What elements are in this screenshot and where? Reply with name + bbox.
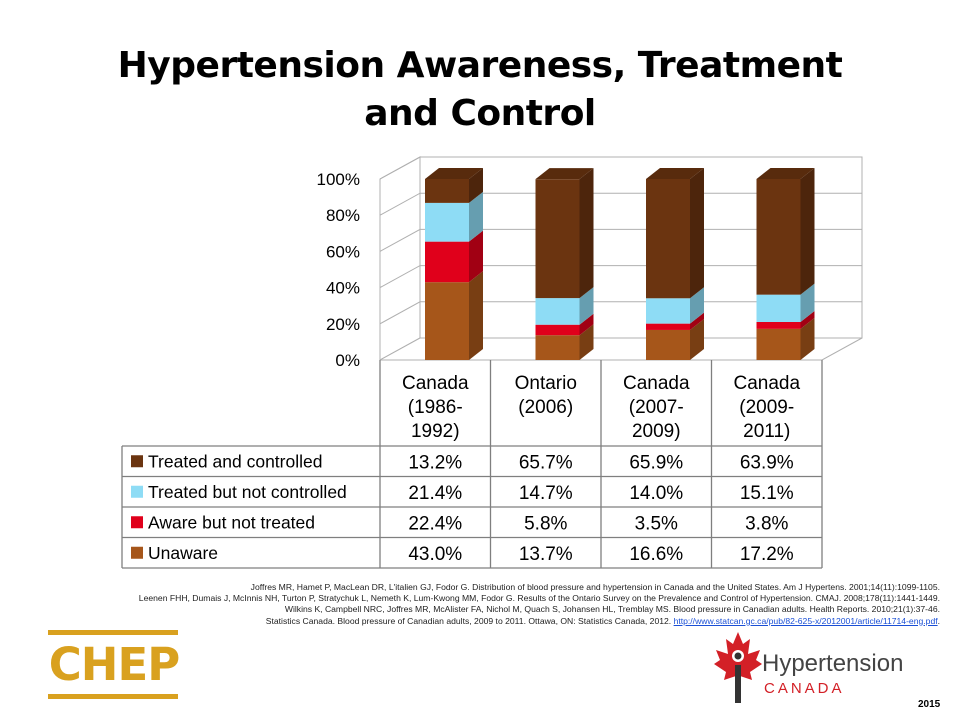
bar-top [535,168,594,180]
bar-segment [535,335,580,360]
x-category-label: Canada [733,373,800,394]
bar-top [646,168,704,179]
reference-3: Wilkins K, Campbell NRC, Joffres MR, McA… [284,604,940,615]
y-tick-label: 20% [326,315,360,334]
bar-side [469,271,483,360]
bar-segment [756,328,801,360]
reference-4: Statistics Canada. Blood pressure of Can… [265,615,940,626]
gridline [379,301,862,325]
hypertension-canada-logo: Hypertension CANADA [712,628,922,708]
chep-logo-text: CHEP [48,638,180,691]
year-label: 2015 [918,699,941,710]
bar-segment [425,202,469,242]
x-category-label: Ontario [515,373,577,394]
x-category-label: (2006) [518,397,573,418]
bar-side [579,287,594,325]
y-tick-label: 0% [335,351,360,370]
data-label: 15.1% [740,483,794,504]
bar-side [469,191,483,242]
y-tick-label: 80% [326,206,360,225]
canada-logo-text: CANADA [764,680,845,697]
bar-segment [535,179,580,299]
x-category-label: Canada [402,373,469,394]
maple-leaf-icon [714,632,762,703]
y-tick-label: 40% [326,279,360,298]
data-label: 63.9% [740,452,794,473]
reference-4-text: Statistics Canada. Blood pressure of Can… [265,615,674,626]
bar-segment [646,323,690,330]
x-category-label: 2011) [743,421,790,442]
legend-swatch [131,455,143,468]
y-tick-label: 100% [317,170,360,189]
data-label: 21.4% [408,483,462,504]
bar-segment [535,298,580,325]
bar-segment [425,241,469,283]
data-label: 43.0% [408,544,462,565]
bar-side [579,313,594,336]
bar-segment [425,282,469,360]
bar-side [690,318,704,360]
data-label: 3.8% [745,513,788,534]
reference-1: Joffres MR, Hamet P, MacLean DR, L'itali… [250,582,940,592]
data-label: 17.2% [740,544,794,565]
legend-label: Unaware [148,543,218,563]
data-label: 3.5% [635,513,678,534]
reference-2: Leenen FHH, Dumais J, McInnis NH, Turton… [138,593,940,604]
bar-segment [756,321,801,329]
references: Joffres MR, Hamet P, MacLean DR, L'itali… [100,582,940,627]
legend-label: Aware but not treated [148,512,315,532]
gridline [379,228,862,252]
x-category-label: 1992) [411,421,460,442]
legend-swatch [131,485,143,498]
gridline [379,265,862,289]
bar-side [469,168,483,203]
data-label: 16.6% [629,544,683,565]
data-label: 13.2% [408,452,462,473]
bar-side [690,287,704,324]
x-category-label: 2009) [632,421,681,442]
chep-logo: CHEP [48,630,180,702]
bar-side [579,324,594,360]
gridline [379,156,862,180]
bar-top [756,168,815,179]
data-label: 65.9% [629,452,683,473]
x-category-label: (2009- [739,397,794,418]
legend-swatch [131,546,143,559]
bar-segment [535,324,580,336]
bar-side [579,168,594,299]
bar-side [800,317,815,360]
data-label: 14.7% [519,483,573,504]
chart-title: Hypertension Awareness, Treatment and Co… [117,45,843,134]
bar-side [800,283,815,322]
side-wall [379,156,421,361]
bar-segment [646,298,690,324]
x-category-label: (2007- [629,397,684,418]
data-label: 22.4% [408,513,462,534]
bar-segment [425,179,469,203]
bar-side [469,230,483,283]
bar-segment [646,329,690,360]
x-category-label: (1986- [408,397,463,418]
bar-segment [756,294,801,322]
legend-label: Treated but not controlled [148,482,347,502]
data-label: 14.0% [629,483,683,504]
x-category-label: Canada [623,373,690,394]
bar-side [800,310,815,329]
bar-segment [646,179,690,299]
reference-4-link[interactable]: http://www.statcan.gc.ca/pub/82-625-x/20… [673,615,938,626]
y-tick-label: 60% [326,242,360,261]
gridline [379,192,862,216]
hypertension-logo-text: Hypertension [762,650,904,677]
data-label: 13.7% [519,544,573,565]
bar-side [800,168,815,295]
bar-side [690,168,704,299]
legend-swatch [131,516,143,529]
data-label: 65.7% [519,452,573,473]
bar-segment [756,179,801,295]
legend-label: Treated and controlled [148,451,322,471]
data-label: 5.8% [524,513,567,534]
bar-top [425,168,483,179]
bar-side [690,312,704,330]
